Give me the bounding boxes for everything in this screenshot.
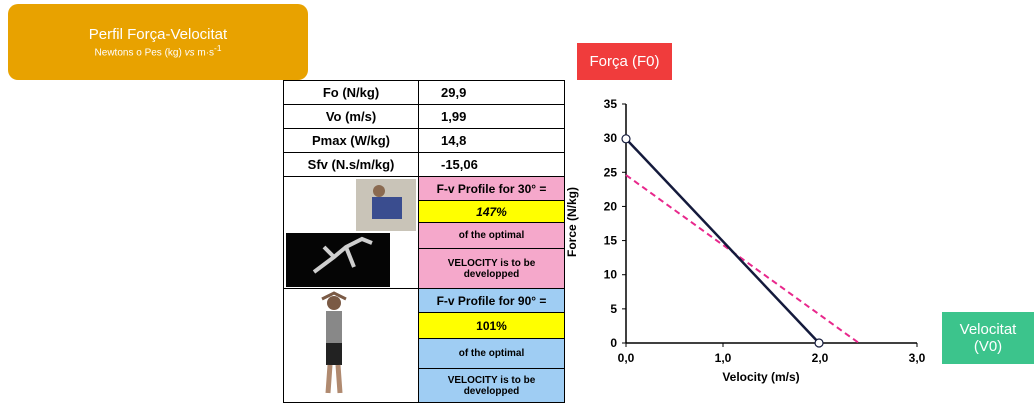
x-tick-label: 2,0 [812, 351, 829, 365]
profile-advice: VELOCITY is to be developped [418, 368, 565, 403]
row-value: -15,06 [418, 152, 565, 177]
athlete-image [284, 289, 418, 402]
profile-note: of the optimal [418, 222, 565, 249]
point [622, 135, 630, 143]
y-tick-label: 0 [610, 336, 617, 350]
profile-note: of the optimal [418, 338, 565, 369]
row-label: Fo (N/kg) [283, 80, 419, 105]
image-detail [326, 343, 342, 365]
y-tick-label: 10 [604, 268, 618, 282]
header-subtitle: Newtons o Pes (kg) vs m·s-1 [8, 43, 308, 58]
line [626, 139, 819, 343]
header-box: Perfil Força-Velocitat Newtons o Pes (kg… [8, 4, 308, 80]
image-sprinter [286, 233, 390, 287]
chart: Velocity (m/s) Force (N/kg) 0 5 10 15 20 25 30… [560, 90, 940, 395]
header-title: Perfil Força-Velocitat [8, 26, 308, 43]
subtitle-unit: m·s [195, 47, 214, 58]
profile-percent: 101% [418, 312, 565, 339]
row-value: 1,99 [418, 104, 565, 129]
annotation: Velocitat (V0) [942, 312, 1034, 364]
annotation: Força (F0) [577, 43, 672, 80]
row-label: Sfv (N.s/m/kg) [283, 152, 419, 177]
profile-title: F-v Profile for 30° = [418, 176, 565, 201]
row-value: 29,9 [418, 80, 565, 105]
x-axis-label: Velocity (m/s) [722, 370, 799, 384]
x-tick-label: 3,0 [909, 351, 926, 365]
image-cell [283, 176, 419, 289]
y-tick-label: 30 [604, 131, 618, 145]
y-tick-label: 20 [604, 199, 618, 213]
x-tick-label: 1,0 [715, 351, 732, 365]
row-value: 14,8 [418, 128, 565, 153]
image-detail [373, 185, 385, 197]
athlete-images [284, 177, 418, 288]
point [815, 339, 823, 347]
image-detail [372, 197, 402, 219]
subtitle-exp: -1 [214, 43, 221, 53]
y-tick-label: 15 [604, 234, 618, 248]
subtitle-vs: vs [185, 47, 195, 58]
image-detail [328, 365, 340, 393]
x-tick-label: 0,0 [618, 351, 635, 365]
y-tick-label: 5 [610, 302, 617, 316]
image-cell [283, 288, 419, 403]
image-detail [326, 311, 342, 345]
profile-title: F-v Profile for 90° = [418, 288, 565, 313]
slide: Perfil Força-Velocitat Newtons o Pes (kg… [0, 0, 1034, 405]
image-detail [327, 296, 341, 310]
profile-advice: VELOCITY is to be developped [418, 248, 565, 289]
profile-percent: 147% [418, 200, 565, 223]
row-label: Pmax (W/kg) [283, 128, 419, 153]
y-axis-label: Force (N/kg) [565, 187, 579, 257]
line [626, 175, 859, 343]
row-label: Vo (m/s) [283, 104, 419, 129]
subtitle-text: Newtons o Pes (kg) [95, 47, 185, 58]
y-tick-label: 25 [604, 165, 618, 179]
y-tick-label: 35 [604, 97, 618, 111]
